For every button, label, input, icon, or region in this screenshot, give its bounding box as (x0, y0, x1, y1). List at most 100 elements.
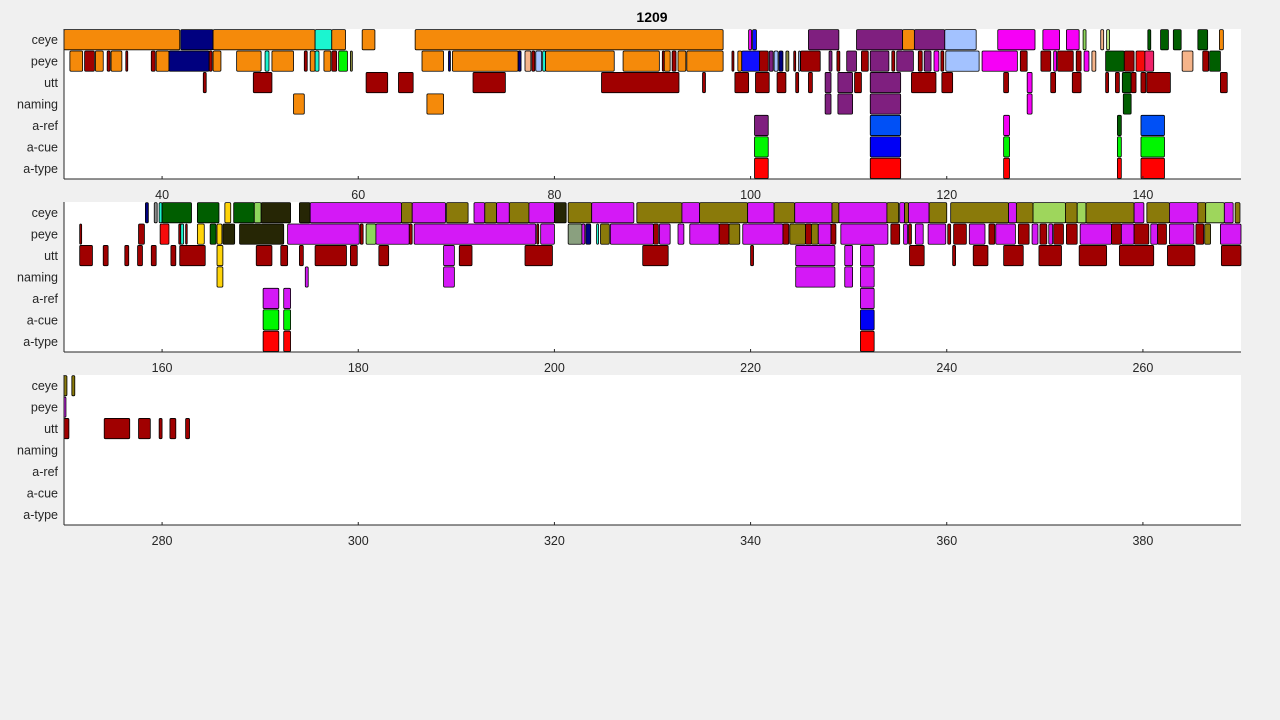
event-bar-ceye (71, 375, 76, 397)
event-bar-peye (110, 50, 123, 72)
row-label-ceye: ceye (32, 33, 58, 47)
event-bar-ceye (473, 202, 486, 224)
event-bar-peye (677, 50, 687, 72)
event-bar-peye (759, 50, 769, 72)
event-bar-peye (846, 50, 857, 72)
event-bar-peye (1157, 223, 1167, 245)
event-bar-peye (1169, 223, 1195, 245)
event-bar-peye (581, 223, 586, 245)
event-bar-peye (896, 50, 914, 72)
event-bar-peye (805, 223, 812, 245)
event-bar-ceye (636, 202, 683, 224)
event-bar-a-ref (262, 287, 280, 309)
event-bar-peye (1195, 223, 1205, 245)
event-bar-ceye (1169, 202, 1199, 224)
event-bar-peye (448, 50, 451, 72)
row-label-utt: utt (44, 76, 58, 90)
event-bar-utt (734, 72, 750, 94)
event-bar-utt (808, 72, 813, 94)
event-bar-a-type (262, 330, 280, 352)
event-bar-ceye (1106, 29, 1110, 51)
event-bar-peye (940, 50, 945, 72)
event-bar-ceye (567, 202, 593, 224)
event-bar-utt (1220, 245, 1242, 267)
event-bar-peye (1079, 223, 1112, 245)
event-bar-peye (94, 50, 104, 72)
event-bar-ceye (446, 202, 469, 224)
panel-2: ceye peye utt naming a-ref a-cue a-type 160 180 2… (17, 202, 1242, 375)
event-bar-peye (653, 223, 659, 245)
event-bar-peye (917, 50, 923, 72)
x-tick-label: 140 (1132, 188, 1153, 202)
event-bar-peye (908, 223, 912, 245)
event-bar-ceye (153, 202, 158, 224)
event-bar-peye (1120, 223, 1135, 245)
event-bar-utt (837, 72, 853, 94)
event-bar-peye (69, 50, 84, 72)
event-bar-ceye (224, 202, 232, 224)
x-tick-label: 40 (155, 188, 169, 202)
event-bar-utt (1140, 72, 1147, 94)
event-bar-peye (303, 50, 308, 72)
event-bar-peye (981, 50, 1018, 72)
event-bar-peye (737, 50, 743, 72)
event-bar-peye (768, 50, 774, 72)
event-bar-peye (1091, 50, 1097, 72)
event-bar-peye (800, 50, 821, 72)
event-bar-utt (252, 72, 273, 94)
event-bar-peye (891, 50, 896, 72)
event-bar-ceye (1076, 202, 1087, 224)
panels-group: ceye peye utt naming a-ref a-cue a-type 40 60 80 1… (17, 29, 1242, 548)
event-bar-ceye (260, 202, 291, 224)
event-bar-a-cue (860, 309, 875, 331)
event-bar-naming (426, 93, 444, 115)
event-bar-utt (365, 72, 389, 94)
event-bar-a-type (754, 157, 769, 179)
x-tick-label: 200 (544, 361, 565, 375)
row-label-ceye: ceye (32, 379, 58, 393)
event-bar-peye (830, 223, 837, 245)
event-bar-utt (702, 72, 706, 94)
event-bar-ceye (1219, 29, 1224, 51)
event-bar-ceye (699, 202, 749, 224)
event-bar-peye (536, 223, 540, 245)
event-bar-peye (180, 223, 185, 245)
event-bar-peye (375, 223, 410, 245)
event-bar-utt (349, 245, 358, 267)
event-bar-peye (798, 50, 801, 72)
event-bar-ceye (1066, 29, 1080, 51)
event-bar-utt (280, 245, 289, 267)
event-bar-utt (1121, 72, 1132, 94)
event-bar-a-type (283, 330, 291, 352)
event-bar-a-type (869, 157, 902, 179)
event-bar-ceye (1160, 29, 1169, 51)
event-bar-peye (567, 223, 583, 245)
event-bar-utt (750, 245, 754, 267)
event-bar-peye (1053, 223, 1064, 245)
event-bar-peye (413, 223, 537, 245)
event-bar-ceye (158, 202, 163, 224)
event-bar-a-ref (1003, 114, 1010, 136)
event-bar-peye (741, 50, 761, 72)
event-bar-peye (138, 223, 145, 245)
event-bar-ceye (314, 29, 333, 51)
event-bar-ceye (808, 29, 840, 51)
event-bar-peye (1075, 50, 1082, 72)
event-bar-peye (236, 50, 262, 72)
event-bar-peye (773, 50, 779, 72)
event-bar-utt (1071, 72, 1082, 94)
event-bar-utt (795, 72, 800, 94)
event-bar-utt (179, 245, 206, 267)
row-label-a-cue: a-cue (27, 486, 58, 500)
event-bar-peye (309, 50, 316, 72)
event-bar-peye (1202, 50, 1210, 72)
event-bar-peye (861, 50, 869, 72)
event-bar-peye (789, 223, 806, 245)
event-bar-peye (196, 223, 205, 245)
x-tick-label: 240 (936, 361, 957, 375)
event-bar-ceye (411, 202, 446, 224)
event-bar-ceye (484, 202, 497, 224)
event-bar-naming (216, 266, 224, 288)
event-bar-utt (170, 245, 177, 267)
